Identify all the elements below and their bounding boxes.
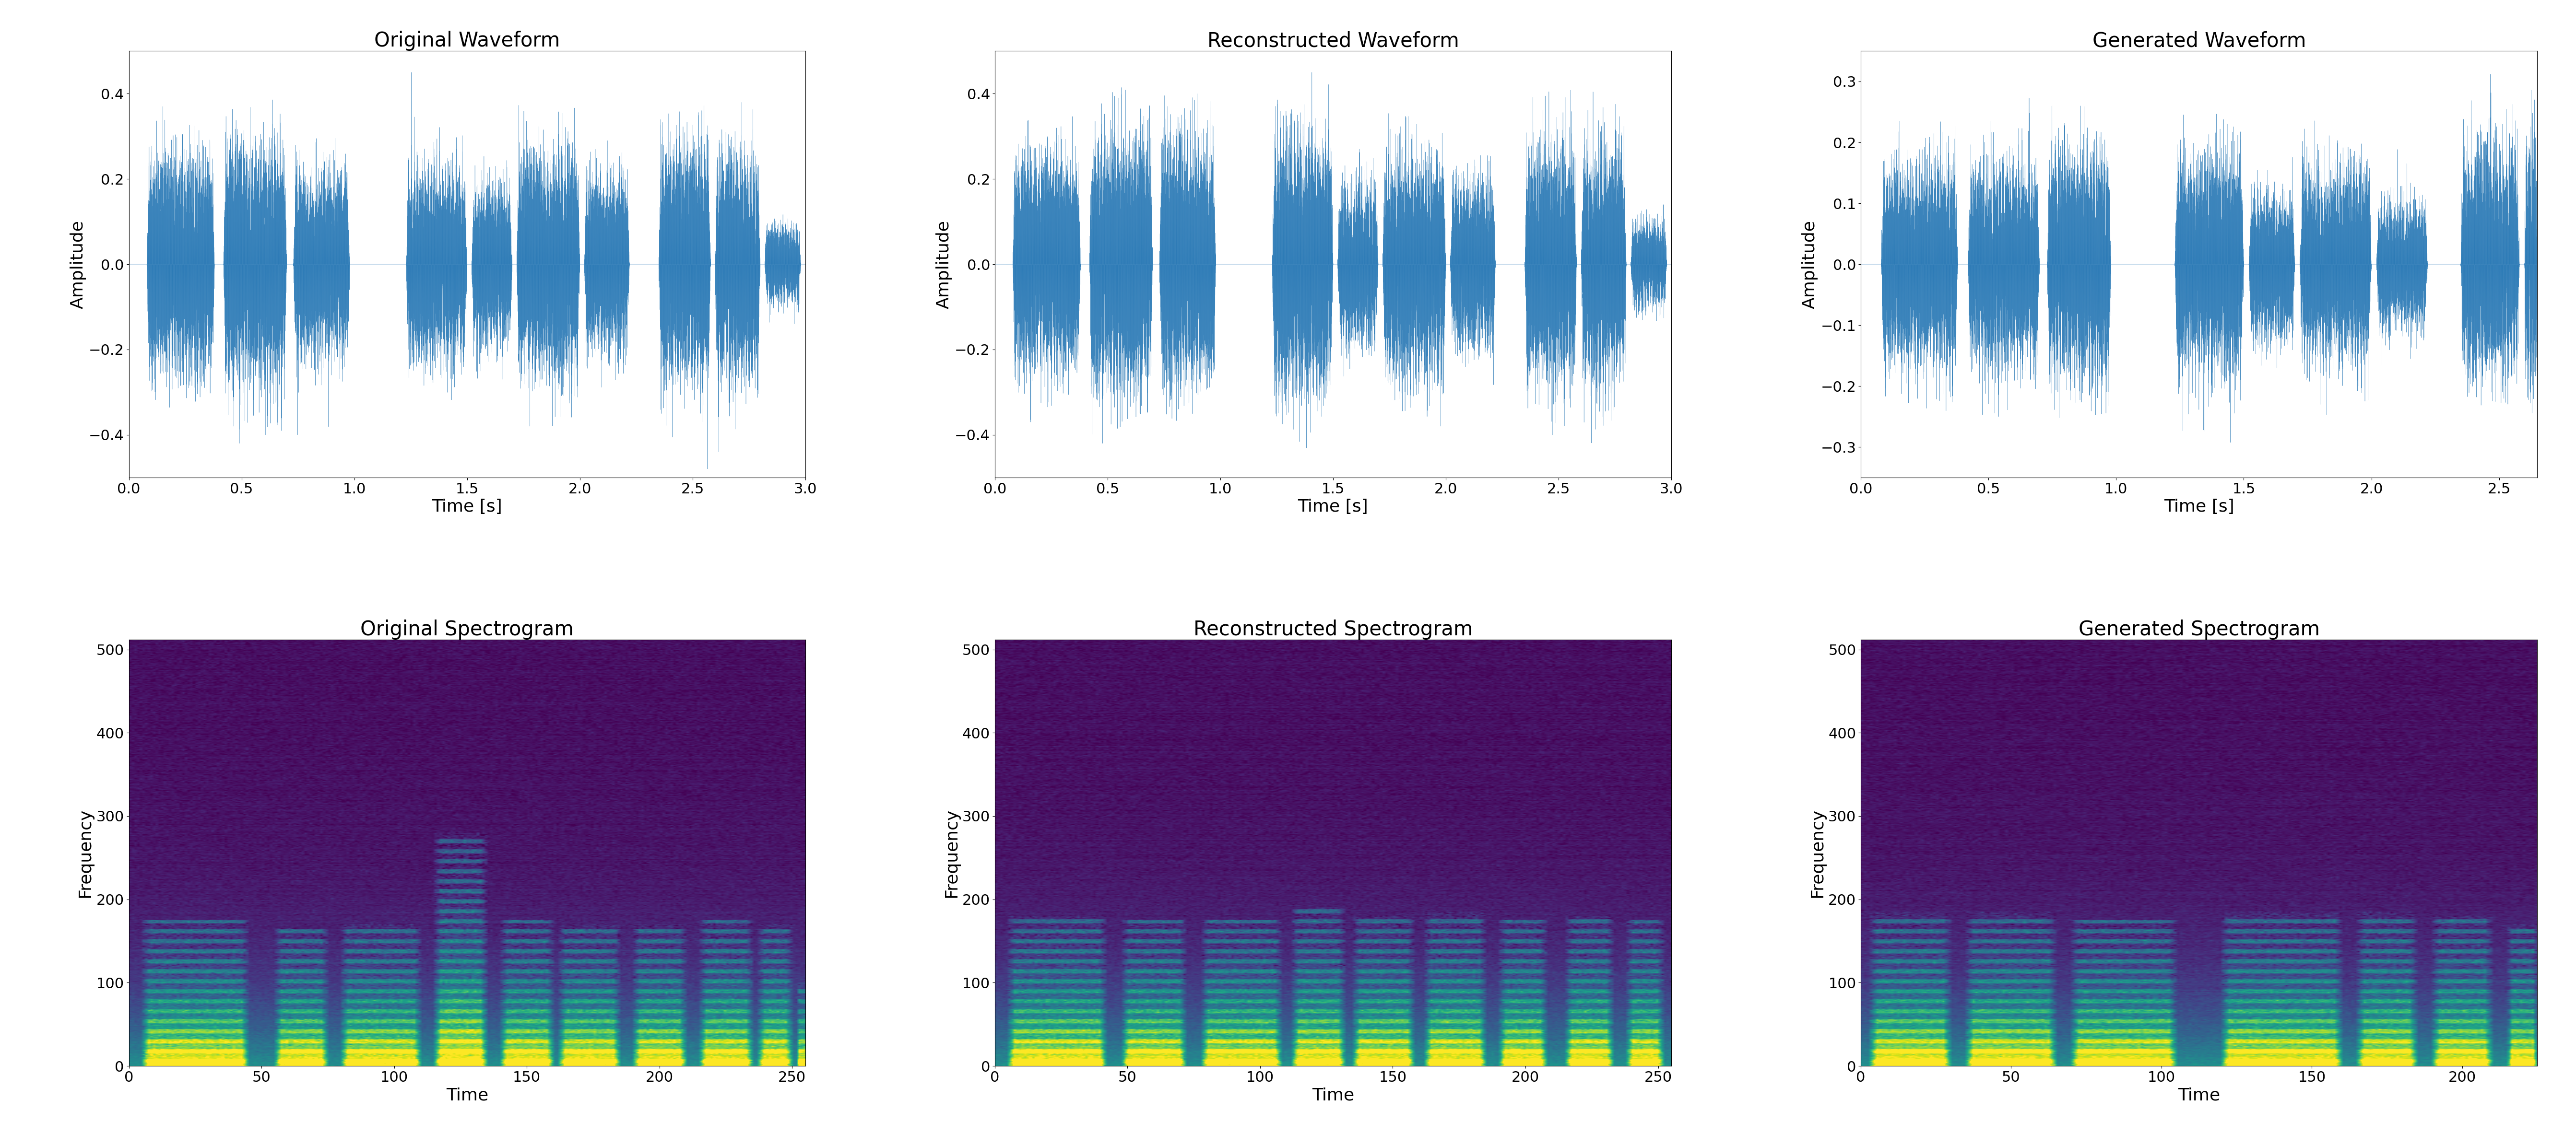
X-axis label: Time: Time	[446, 1088, 489, 1103]
X-axis label: Time [s]: Time [s]	[433, 499, 502, 515]
Title: Reconstructed Waveform: Reconstructed Waveform	[1208, 31, 1458, 51]
Y-axis label: Frequency: Frequency	[77, 809, 93, 897]
Y-axis label: Frequency: Frequency	[943, 809, 958, 897]
Y-axis label: Amplitude: Amplitude	[1801, 220, 1819, 308]
X-axis label: Time [s]: Time [s]	[2164, 499, 2233, 515]
Title: Reconstructed Spectrogram: Reconstructed Spectrogram	[1193, 619, 1473, 640]
X-axis label: Time [s]: Time [s]	[1298, 499, 1368, 515]
Y-axis label: Amplitude: Amplitude	[935, 220, 953, 308]
Title: Generated Waveform: Generated Waveform	[2092, 31, 2306, 51]
X-axis label: Time: Time	[1311, 1088, 1355, 1103]
Y-axis label: Amplitude: Amplitude	[70, 220, 85, 308]
Title: Original Spectrogram: Original Spectrogram	[361, 619, 574, 640]
Title: Original Waveform: Original Waveform	[374, 31, 559, 51]
Y-axis label: Frequency: Frequency	[1808, 809, 1826, 897]
Title: Generated Spectrogram: Generated Spectrogram	[2079, 619, 2321, 640]
X-axis label: Time: Time	[2177, 1088, 2221, 1103]
